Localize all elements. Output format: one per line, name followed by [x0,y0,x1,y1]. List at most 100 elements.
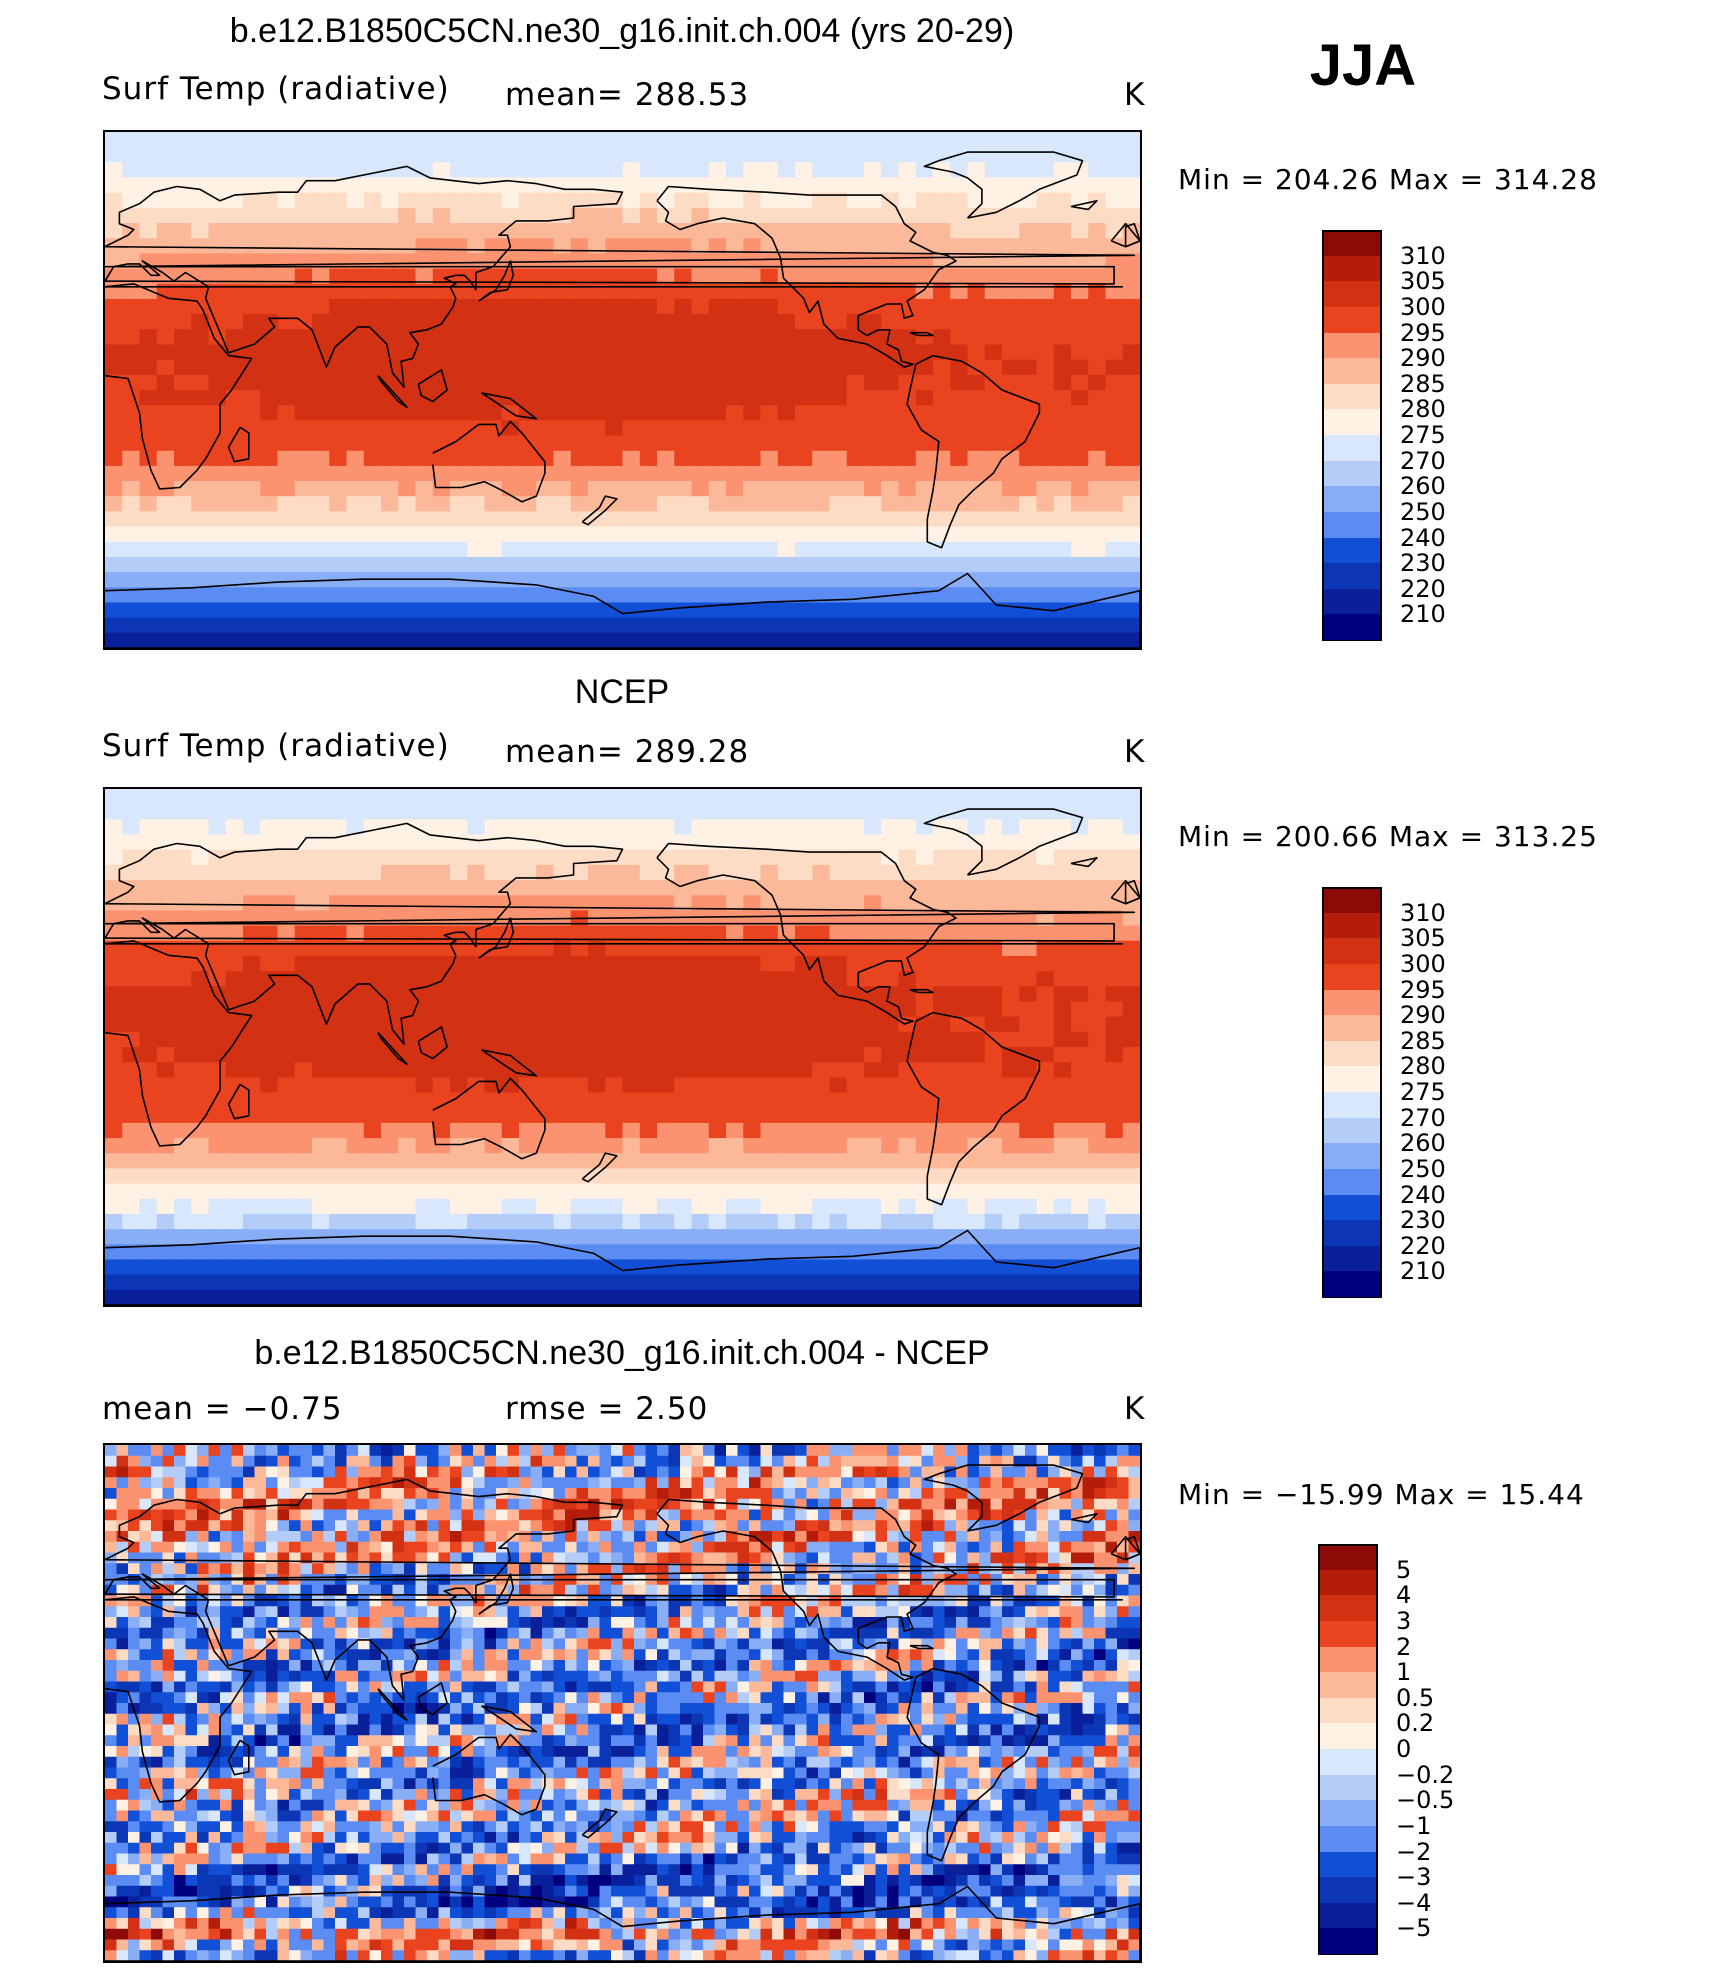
map-cell [105,1477,118,1489]
map-cell [156,1244,175,1261]
map-cell [875,1466,888,1478]
map-cell [967,587,986,604]
map-cell [105,1498,118,1511]
map-cell [519,819,537,836]
map-cell [915,177,934,194]
map-cell [277,374,296,391]
map-cell [225,450,244,467]
map-cell [151,1477,164,1489]
map-cell [588,223,606,239]
map-cell [812,329,831,346]
map-cell [122,834,141,851]
map-cell [570,1001,589,1018]
map-cell [812,511,831,528]
map-cell [1122,435,1140,452]
map-cell [139,207,158,224]
map-cell [915,405,934,421]
map-cell [1105,541,1124,558]
map-cell [312,132,330,148]
map-cell [1053,1138,1072,1154]
map-cell [392,1498,405,1511]
map-cell [312,1259,330,1276]
map-cell [346,804,365,820]
map-cell [243,789,261,805]
map-cell [208,390,227,406]
map-cell [507,1455,520,1468]
map-cell [473,1531,486,1543]
colorbar-swatch [1322,912,1382,940]
map-cell [553,940,572,957]
map-cell [812,1077,831,1094]
colorbar: 310 305 300 295 290 285 280 275 270 260 250 240 230 2… [1322,887,1522,1298]
map-cell [887,1466,900,1478]
map-cell [243,572,261,588]
map-cell [415,1213,434,1230]
map-cell [381,526,399,543]
map-cell [898,1498,911,1511]
map-cell [795,1092,813,1109]
map-cell [846,1153,865,1170]
colorbar-swatch [1322,230,1382,257]
map-cell [191,632,210,648]
map-cell [346,344,365,361]
map-cell [346,1213,365,1230]
coastline [923,151,1084,219]
map-cell [812,162,831,179]
map-cell [260,390,279,406]
map-cell [760,162,779,179]
map-cell [691,572,710,588]
map-cell [105,223,123,239]
map-cell [760,344,779,361]
map-cell [1105,910,1124,927]
map-cell [346,207,365,224]
map-cell [553,420,572,437]
map-cell [570,481,589,497]
map-cell [467,283,486,300]
map-cell [691,1498,704,1511]
map-cell [105,1509,118,1521]
map-cell [777,849,796,866]
map-cell [122,435,141,452]
map-cell [726,268,744,285]
map-cell [1002,177,1020,194]
map-cell [726,329,744,346]
map-cell [243,207,261,224]
map-cell [329,1168,348,1185]
map-cell [674,819,693,836]
map-cell [1105,1047,1124,1063]
map-cell [864,526,882,543]
map-cell [260,880,279,896]
map-cell [191,1062,210,1078]
map-cell [1019,496,1038,513]
map-cell [381,986,399,1003]
colorbar: 310 305 300 295 290 285 280 275 270 260 250 240 230 2… [1322,230,1522,641]
map-cell [967,925,986,942]
map-cell [726,511,744,528]
map-cell [553,1183,572,1200]
map-cell [881,986,900,1003]
map-cell [484,1289,503,1305]
map-cell [519,450,537,467]
map-cell [846,1183,865,1200]
map-cell [346,314,365,330]
map-cell [657,587,675,604]
map-cell [553,1168,572,1185]
map-cell [415,405,434,421]
map-cell [174,238,192,255]
map-cell [105,572,123,588]
map-cell [122,632,141,648]
map-cell [967,940,986,957]
map-cell [967,1213,986,1230]
map-cell [312,556,330,573]
map-cell [588,819,606,836]
map-cell [484,329,503,346]
map-cell [639,465,658,482]
map-cell [622,819,641,836]
map-cell [956,1455,969,1468]
map-cell [852,1531,865,1543]
map-cell [139,1213,158,1230]
map-cell [795,207,813,224]
map-cell [536,207,555,224]
map-cell [346,1244,365,1261]
map-cell [956,1498,969,1511]
